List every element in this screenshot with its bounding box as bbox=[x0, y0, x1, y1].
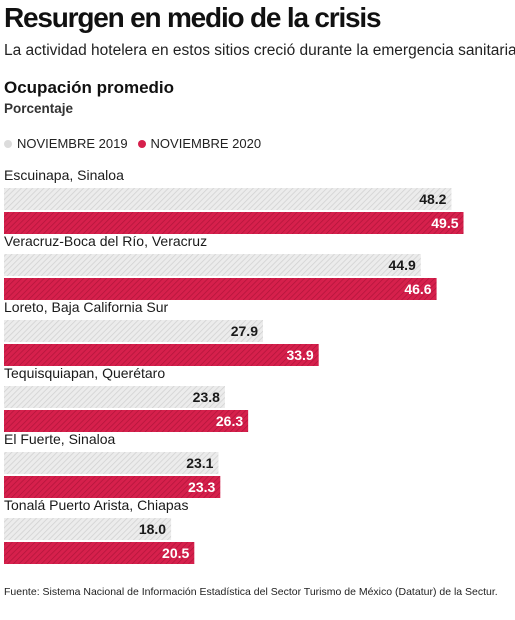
value-label-2020: 46.6 bbox=[404, 281, 431, 297]
value-label-2020: 49.5 bbox=[431, 215, 458, 231]
value-label-2019: 27.9 bbox=[231, 323, 258, 339]
category-label: Escuinapa, Sinaloa bbox=[4, 167, 124, 183]
bar-2019 bbox=[4, 254, 421, 276]
legend-label-2019: NOVIEMBRE 2019 bbox=[17, 136, 128, 151]
category-label: Veracruz-Boca del Río, Veracruz bbox=[4, 233, 207, 249]
bar-2020 bbox=[4, 212, 464, 234]
category-label: El Fuerte, Sinaloa bbox=[4, 431, 115, 447]
chart-title: Resurgen en medio de la crisis bbox=[4, 2, 382, 33]
bar-2020 bbox=[4, 344, 319, 366]
chart-heading: Ocupación promedio bbox=[4, 78, 175, 97]
value-label-2020: 33.9 bbox=[286, 347, 313, 363]
legend-item-2020: NOVIEMBRE 2020 bbox=[137, 136, 262, 151]
chart-subtitle: La actividad hotelera en estos sitios cr… bbox=[4, 42, 515, 59]
value-label-2020: 20.5 bbox=[162, 545, 189, 561]
bar-2019 bbox=[4, 386, 225, 408]
bar-2019 bbox=[4, 452, 219, 474]
legend-item-2019: NOVIEMBRE 2019 bbox=[4, 136, 128, 151]
value-label-2019: 48.2 bbox=[419, 191, 446, 207]
value-label-2019: 23.1 bbox=[186, 455, 213, 471]
value-label-2020: 23.3 bbox=[188, 479, 215, 495]
bar-2020 bbox=[4, 278, 437, 300]
value-label-2019: 23.8 bbox=[193, 389, 220, 405]
bar-2019 bbox=[4, 320, 263, 342]
legend-swatch-2019 bbox=[4, 139, 12, 148]
value-label-2019: 18.0 bbox=[139, 521, 166, 537]
bar-chart: Escuinapa, Sinaloa 48.2 49.5 Veracruz-Boca … bbox=[4, 167, 464, 564]
legend-label-2020: NOVIEMBRE 2020 bbox=[150, 136, 262, 151]
source-note: Fuente: Sistema Nacional de Información … bbox=[4, 586, 498, 598]
bar-2020 bbox=[4, 542, 195, 564]
bar-2019 bbox=[4, 518, 172, 540]
category-label: Tonalá Puerto Arista, Chiapas bbox=[4, 497, 188, 513]
bar-2019 bbox=[4, 188, 452, 210]
value-label-2019: 44.9 bbox=[389, 257, 416, 273]
value-label-2020: 26.3 bbox=[216, 413, 243, 429]
bar-2020 bbox=[4, 410, 249, 432]
bar-2020 bbox=[4, 476, 221, 498]
unit-label: Porcentaje bbox=[4, 101, 74, 116]
legend-swatch-2020 bbox=[137, 139, 146, 148]
category-label: Tequisquiapan, Querétaro bbox=[4, 365, 165, 381]
category-label: Loreto, Baja California Sur bbox=[4, 299, 169, 315]
legend: NOVIEMBRE 2019 NOVIEMBRE 2020 bbox=[4, 136, 271, 151]
